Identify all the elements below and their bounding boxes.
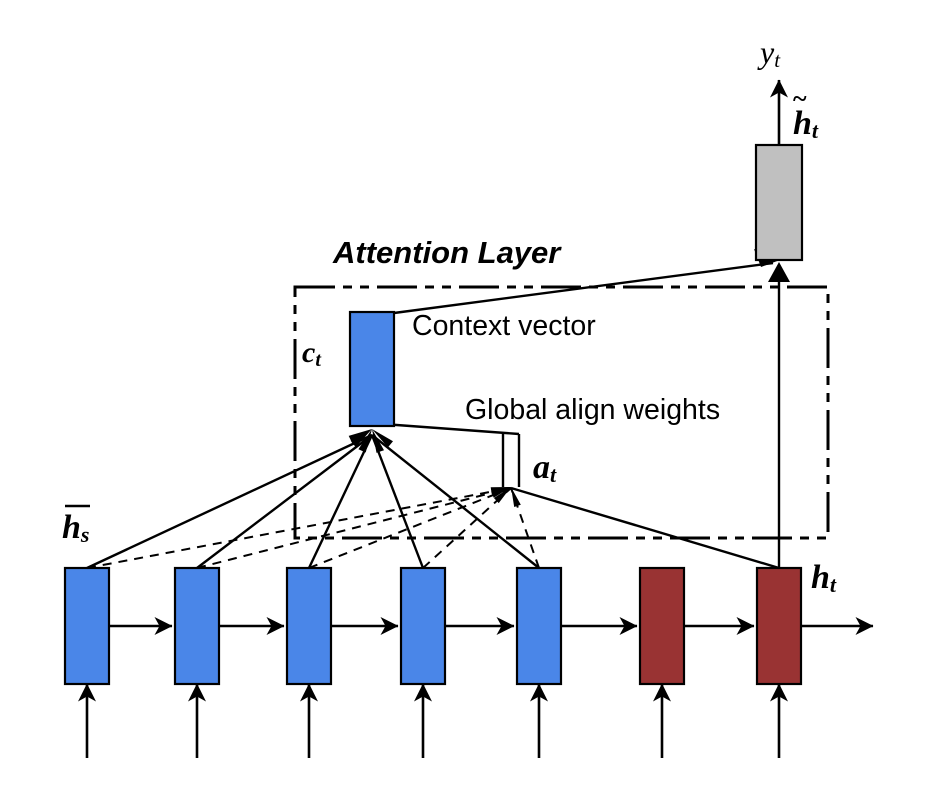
svg-text:at: at	[533, 449, 557, 487]
svg-text:ct: ct	[302, 336, 322, 371]
svg-text:ht: ht	[811, 559, 837, 597]
svg-text:Context vector: Context vector	[412, 310, 596, 342]
svg-text:Global align weights: Global align weights	[465, 394, 720, 426]
svg-text:yt: yt	[757, 34, 781, 72]
svg-text:~: ~	[793, 84, 807, 113]
svg-text:Attention Layer: Attention Layer	[332, 235, 562, 270]
svg-text:hs: hs	[62, 509, 89, 547]
